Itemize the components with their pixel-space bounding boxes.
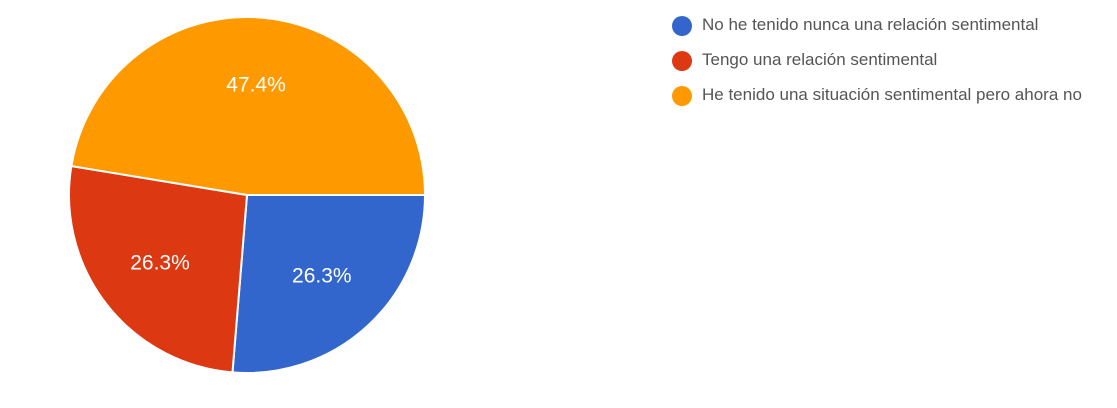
legend-swatch [672,16,692,36]
pie-slice-value-label: 26.3% [130,251,190,274]
pie-slice [68,164,249,374]
pie-slice-value-label: 26.3% [292,265,352,288]
legend-label: No he tenido nunca una relación sentimen… [702,15,1039,34]
pie-slices [68,16,427,374]
legend-swatch [672,51,692,71]
legend-swatch [672,86,692,106]
legend-item: Tengo una relación sentimental [672,45,1112,74]
legend-item: No he tenido nunca una relación sentimen… [672,10,1112,39]
legend-label: Tengo una relación sentimental [702,50,938,69]
pie-slice [231,194,427,374]
pie-slice [70,16,427,196]
pie-slice-value-label: 47.4% [226,74,286,97]
legend-item: He tenido una situación sentimental pero… [672,80,1112,109]
pie-slice-labels: 26.3% 26.3% 47.4% [130,74,351,288]
legend-label: He tenido una situación sentimental pero… [702,85,1082,104]
chart-legend: No he tenido nunca una relación sentimen… [672,10,1112,115]
